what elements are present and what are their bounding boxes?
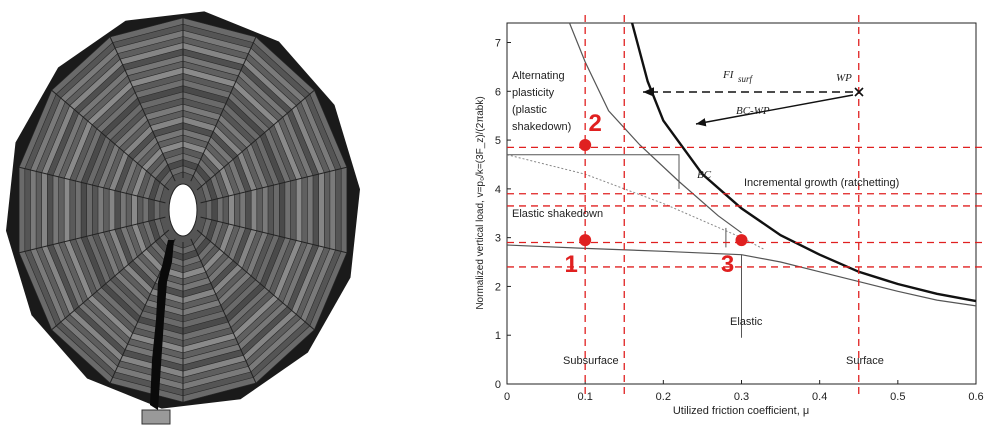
- annotation: Surface: [846, 355, 884, 367]
- point-label: 3: [721, 251, 734, 278]
- annotation: surf: [738, 74, 754, 84]
- annotation: Subsurface: [563, 355, 619, 367]
- x-tick-label: 0.2: [656, 391, 671, 403]
- y-tick-label: 7: [495, 38, 501, 50]
- y-tick-label: 3: [495, 233, 501, 245]
- y-tick-label: 2: [495, 281, 501, 293]
- annotation: Incremental growth (ratchetting): [744, 177, 899, 189]
- y-axis-label: Normalized vertical load, v=p₀/k=(3F_z)/…: [475, 96, 486, 309]
- point: [579, 234, 591, 246]
- y-tick-label: 5: [495, 135, 501, 147]
- point: [736, 234, 748, 246]
- x-tick-label: 0.4: [812, 391, 827, 403]
- curve: [632, 23, 976, 301]
- y-tick-label: 0: [495, 379, 501, 391]
- y-tick-label: 1: [495, 330, 501, 342]
- base: [142, 410, 170, 424]
- annotation: BC: [697, 169, 712, 181]
- figure: 00.10.20.30.40.50.601234567213 Alternati…: [0, 0, 989, 439]
- annotation: WP: [836, 72, 852, 84]
- point: [579, 139, 591, 151]
- point-label: 2: [588, 110, 601, 137]
- arrow: [696, 95, 853, 124]
- ring-hole: [169, 184, 197, 236]
- annotation: Alternating: [512, 70, 565, 82]
- annotation: (plastic: [512, 104, 547, 116]
- annotation: plasticity: [512, 87, 555, 99]
- ring-render: [6, 11, 360, 424]
- annotation: Elastic: [730, 316, 763, 328]
- x-tick-label: 0.6: [968, 391, 983, 403]
- page: 00.10.20.30.40.50.601234567213 Alternati…: [0, 0, 989, 439]
- annotation: FI: [722, 69, 735, 81]
- y-tick-label: 4: [495, 184, 501, 196]
- y-tick-label: 6: [495, 86, 501, 98]
- curve: [507, 155, 679, 189]
- annotation: Elastic shakedown: [512, 208, 603, 220]
- x-tick-label: 0.3: [734, 391, 749, 403]
- point-label: 1: [564, 251, 577, 278]
- annotation: shakedown): [512, 121, 571, 133]
- x-tick-label: 0: [504, 391, 510, 403]
- x-tick-label: 0.5: [890, 391, 905, 403]
- x-axis-label: Utilized friction coefficient, μ: [673, 405, 809, 417]
